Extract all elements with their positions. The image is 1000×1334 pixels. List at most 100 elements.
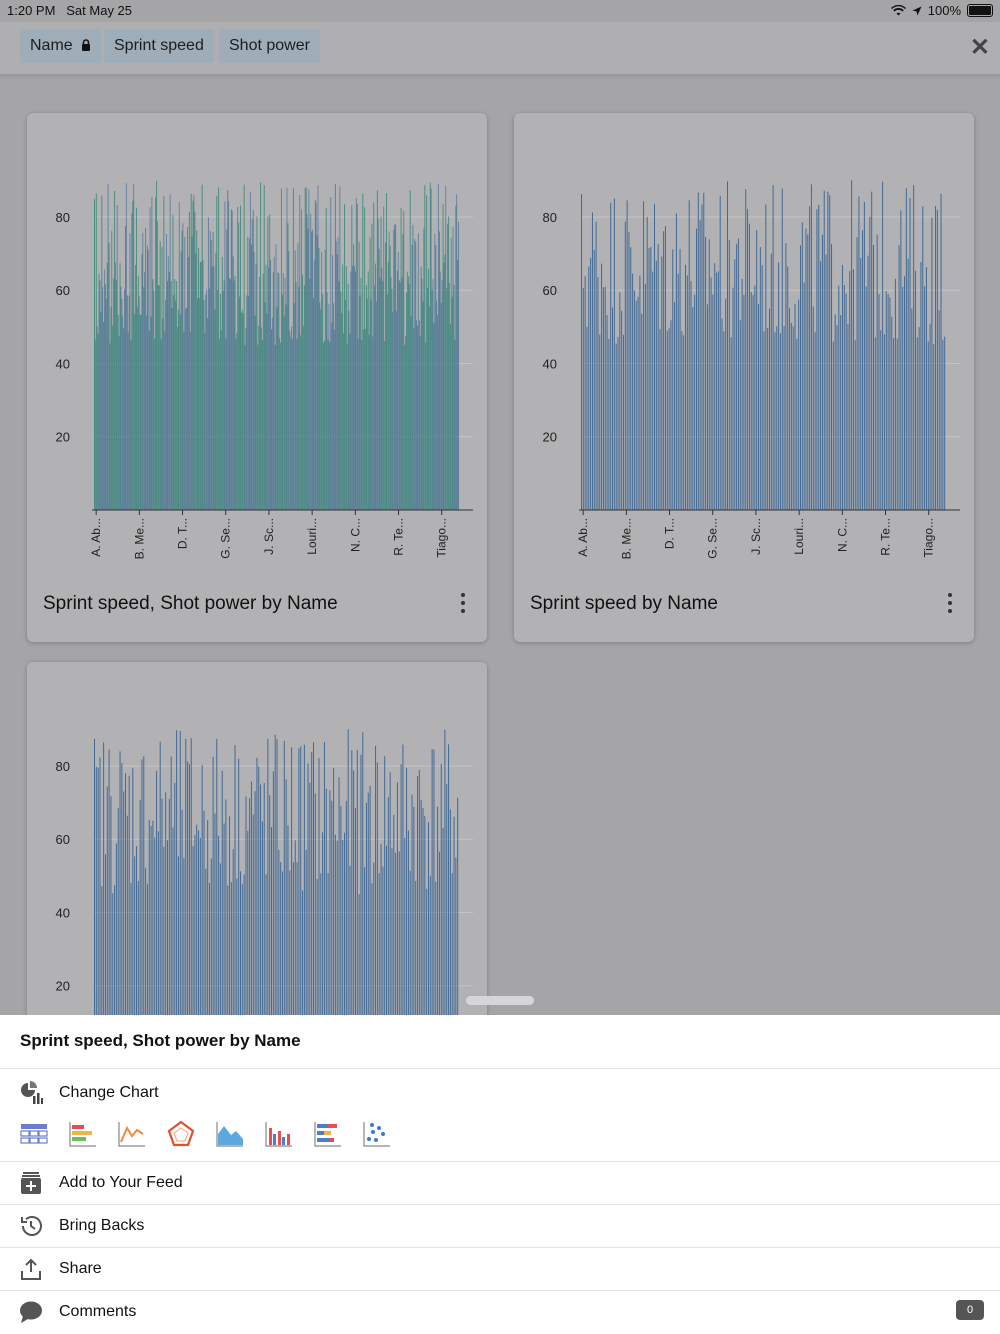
line-icon[interactable] <box>117 1120 147 1148</box>
chart-card-1[interactable]: 20 40 60 80 A. Ab... B. Me... D. T... G. Se... J… <box>27 113 487 642</box>
bar <box>192 200 194 510</box>
bar <box>263 185 265 511</box>
bar <box>103 742 105 1022</box>
bar <box>364 329 366 510</box>
radar-icon[interactable] <box>166 1120 196 1148</box>
bar <box>187 761 189 1022</box>
bar <box>189 331 191 510</box>
bar <box>621 310 623 510</box>
bar <box>703 192 705 510</box>
bar <box>156 770 158 1022</box>
bar <box>318 248 320 510</box>
bar <box>869 216 871 510</box>
bar <box>633 290 635 510</box>
bar <box>810 184 812 510</box>
bar <box>366 299 368 510</box>
bar <box>754 285 756 510</box>
bar <box>328 304 330 510</box>
bar <box>285 304 287 510</box>
bar <box>218 187 220 510</box>
bar <box>613 198 615 510</box>
bar <box>338 280 340 510</box>
stacked-bar-icon[interactable] <box>313 1120 343 1148</box>
bar <box>172 215 174 510</box>
x-tick-label: A. Ab... <box>576 518 590 557</box>
bar <box>371 883 373 1022</box>
bar <box>911 308 913 510</box>
bar <box>137 275 139 510</box>
filter-chip-shot-power[interactable]: Shot power <box>219 29 320 63</box>
bar <box>593 250 595 510</box>
bar <box>275 244 277 511</box>
bar <box>905 188 907 510</box>
bar <box>683 335 685 510</box>
bar <box>714 263 716 510</box>
bar <box>125 773 127 1022</box>
share-action[interactable]: Share <box>59 1260 102 1277</box>
bar <box>229 816 231 1022</box>
bar <box>263 782 265 1022</box>
more-options-icon[interactable] <box>453 591 473 615</box>
filter-chip-sprint-speed[interactable]: Sprint speed <box>104 29 214 63</box>
sheet-drag-handle[interactable] <box>466 996 534 1005</box>
bar <box>841 265 843 510</box>
filter-chip-name[interactable]: Name <box>20 29 102 63</box>
bar <box>907 258 909 510</box>
column-icon[interactable] <box>264 1120 294 1148</box>
bar <box>433 323 435 510</box>
area-icon[interactable] <box>215 1120 245 1148</box>
bar <box>342 264 344 510</box>
bar <box>247 830 249 1022</box>
bar <box>602 287 604 510</box>
bar <box>404 344 406 510</box>
comments-action[interactable]: Comments <box>59 1303 137 1320</box>
close-icon[interactable]: ✕ <box>969 34 990 61</box>
bar <box>311 229 313 510</box>
bar <box>845 293 847 510</box>
change-chart-label[interactable]: Change Chart <box>59 1084 159 1101</box>
bar <box>376 762 378 1022</box>
scatter-icon[interactable] <box>362 1120 392 1148</box>
bar <box>364 207 366 510</box>
bar <box>123 791 125 1022</box>
y-tick-label: 80 <box>56 210 70 225</box>
bar <box>781 188 783 510</box>
bar <box>298 286 300 510</box>
bar <box>293 303 295 510</box>
bar <box>900 210 902 510</box>
bar <box>377 218 379 510</box>
bar <box>184 236 186 510</box>
bar <box>161 798 163 1022</box>
bar <box>120 286 122 510</box>
bar <box>345 266 347 510</box>
bar <box>118 336 120 510</box>
bar <box>326 292 328 510</box>
bar <box>265 874 267 1022</box>
chart-card-3[interactable]: 20 40 60 80 <box>27 662 487 1022</box>
x-tick-label: N. C... <box>348 518 362 552</box>
bar <box>345 800 347 1022</box>
bar <box>430 188 432 510</box>
bar <box>426 195 428 510</box>
bar <box>104 854 106 1022</box>
chart-card-2[interactable]: 20 40 60 80 A. Ab... B. Me... D. T... G. Se... J… <box>514 113 974 642</box>
bar <box>701 204 703 510</box>
bar-icon[interactable] <box>68 1120 98 1148</box>
bar <box>141 254 143 510</box>
y-tick-label: 20 <box>543 430 557 445</box>
table-icon[interactable] <box>19 1120 49 1148</box>
bar <box>456 194 458 510</box>
bar <box>202 259 204 510</box>
bar <box>292 862 294 1022</box>
bar <box>124 289 126 510</box>
bring-backs-action[interactable]: Bring Backs <box>59 1217 145 1234</box>
add-to-feed-action[interactable]: Add to Your Feed <box>59 1174 183 1191</box>
bar <box>126 815 128 1022</box>
more-options-icon[interactable] <box>940 591 960 615</box>
bar <box>157 831 159 1022</box>
bar <box>297 242 299 510</box>
history-icon <box>21 1216 42 1236</box>
bar <box>291 326 293 510</box>
bar <box>747 208 749 510</box>
bar <box>823 190 825 510</box>
